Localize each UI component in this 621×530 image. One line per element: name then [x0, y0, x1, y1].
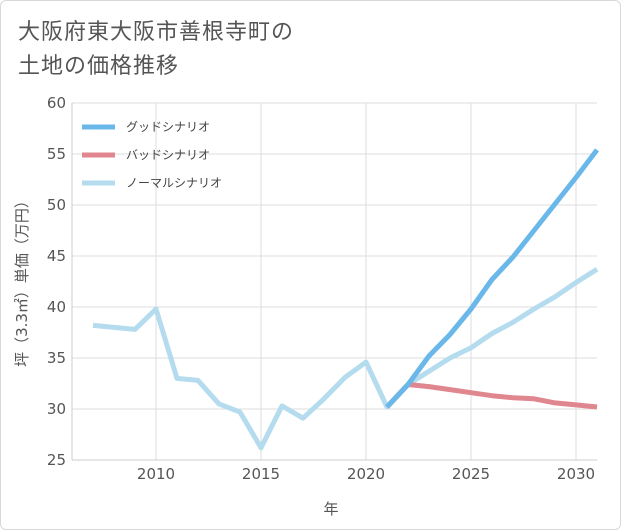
- y-tick-label: 50: [47, 196, 66, 214]
- y-tick-label: 40: [47, 298, 66, 316]
- y-tick-label: 60: [47, 94, 66, 112]
- y-tick-label: 35: [47, 349, 66, 367]
- x-tick-label: 2010: [137, 465, 175, 483]
- x-tick-label: 2025: [452, 465, 490, 483]
- series-lines: [92, 148, 599, 451]
- y-tick-label: 25: [47, 451, 66, 469]
- y-axis-label: 坪（3.3㎡）単価（万円）: [13, 193, 31, 367]
- series-line-0: [385, 148, 599, 409]
- title-line-2: 土地の価格推移: [18, 54, 180, 79]
- axis-ticks: 25 30 35 40 45 50 55 60 2010 2015 2020 2025 2030: [47, 94, 595, 483]
- y-tick-label: 30: [47, 400, 66, 418]
- chart-title: 大阪府東大阪市善根寺町の 土地の価格推移: [18, 16, 294, 84]
- title-line-1: 大阪府東大阪市善根寺町の: [18, 20, 295, 45]
- legend-label-1: バッドシナリオ: [126, 148, 210, 162]
- x-tick-label: 2030: [557, 465, 595, 483]
- x-tick-label: 2015: [242, 465, 280, 483]
- y-tick-label: 45: [47, 247, 66, 265]
- y-tick-label: 55: [47, 145, 66, 163]
- x-axis-label: 年: [323, 500, 338, 518]
- x-tick-label: 2020: [347, 465, 385, 483]
- series-line-2: [92, 267, 599, 451]
- legend-label-2: ノーマルシナリオ: [126, 176, 222, 190]
- series-line-1: [385, 382, 598, 410]
- legend-label-0: グッドシナリオ: [126, 120, 210, 134]
